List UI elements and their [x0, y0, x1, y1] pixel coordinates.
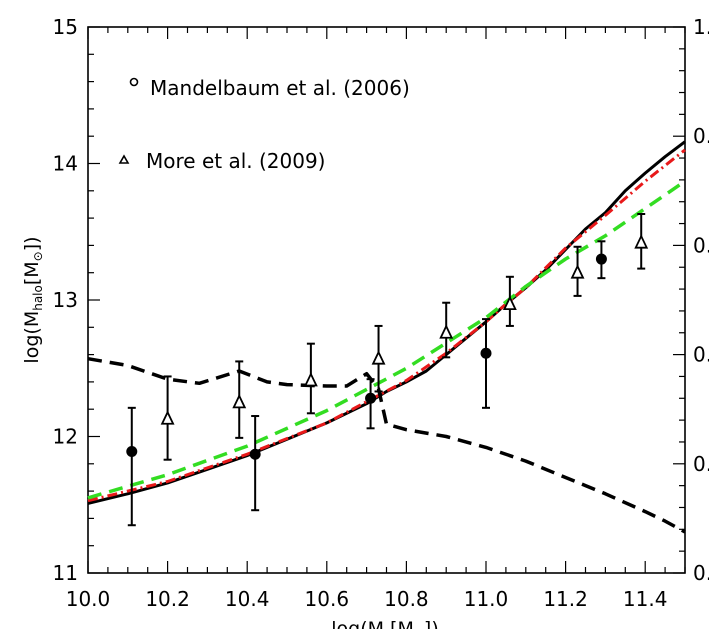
legend: Mandelbaum et al. (2006) More et al. (20… [118, 76, 410, 173]
x-tick-label: 10.4 [225, 587, 270, 611]
right-tick-label: 1. [693, 15, 709, 39]
y-tick-label: 11 [53, 561, 78, 585]
right-tick-label: 0. [693, 233, 709, 257]
more-point [371, 350, 386, 365]
x-axis-label-unit-open: [M [390, 618, 414, 629]
series-line-2 [87, 179, 686, 500]
y-axis-label-sub: halo [31, 285, 45, 311]
x-tick-label: 10.6 [305, 587, 350, 611]
right-tick-label: 0. [693, 124, 709, 148]
plot-frame [87, 26, 686, 574]
right-tick-label: 0. [693, 343, 709, 367]
legend-triangle-icon [118, 154, 130, 164]
right-tick-label: 0. [693, 452, 709, 476]
x-tick-label: 11.2 [543, 587, 588, 611]
mandelbaum-point [365, 392, 377, 404]
series-line-1 [87, 148, 686, 503]
y-axis-label: log(Mhalo[M⊙]) [21, 236, 45, 363]
more-point [232, 393, 247, 409]
more-point [303, 371, 318, 387]
y-axis-sun-symbol: ⊙ [31, 251, 45, 261]
x-axis-label: log(M*[M⊙]) [331, 618, 438, 629]
more-point [160, 410, 175, 425]
more-point [570, 264, 585, 279]
mandelbaum-point [595, 253, 607, 265]
x-axis-label-unit-close: ]) [424, 618, 439, 629]
y-tick-label: 13 [53, 288, 78, 312]
more-point [502, 295, 517, 310]
more-point [634, 234, 649, 249]
series-line-0 [87, 140, 686, 505]
series-line-3 [87, 356, 686, 534]
mandelbaum-point [249, 448, 261, 460]
right-tick-label: 0. [693, 561, 709, 585]
x-tick-label: 11.0 [464, 587, 509, 611]
x-tick-label: 11.4 [623, 587, 668, 611]
x-tick-label: 10.2 [145, 587, 190, 611]
x-tick-label: 10.0 [66, 587, 111, 611]
y-tick-label: 12 [53, 425, 78, 449]
mandelbaum-point [126, 446, 138, 458]
y-axis-label-unit-close: ]) [21, 236, 43, 251]
more-point [439, 324, 454, 339]
x-tick-label: 10.8 [384, 587, 429, 611]
y-axis-label-prefix: log(M [21, 311, 43, 364]
y-tick-label: 14 [53, 152, 78, 176]
legend-label-more: More et al. (2009) [146, 149, 325, 173]
series-layer [87, 140, 686, 534]
x-axis-label-prefix: log(M [331, 618, 384, 629]
y-tick-label: 15 [53, 15, 78, 39]
legend-circle-icon [129, 77, 139, 87]
right-tick-labels: 0. 0. 0. 0. 0. 1. [693, 15, 709, 585]
legend-label-mandelbaum: Mandelbaum et al. (2006) [150, 76, 410, 100]
y-axis-label-unit-open: [M [21, 261, 43, 285]
mandelbaum-point [480, 347, 492, 359]
axis-ticks [87, 26, 686, 574]
y-tick-labels: 11 12 13 14 15 [53, 15, 78, 585]
points-layer [126, 213, 649, 527]
x-tick-labels: 10.0 10.2 10.4 10.6 10.8 11.0 11.2 11.4 [66, 587, 668, 611]
